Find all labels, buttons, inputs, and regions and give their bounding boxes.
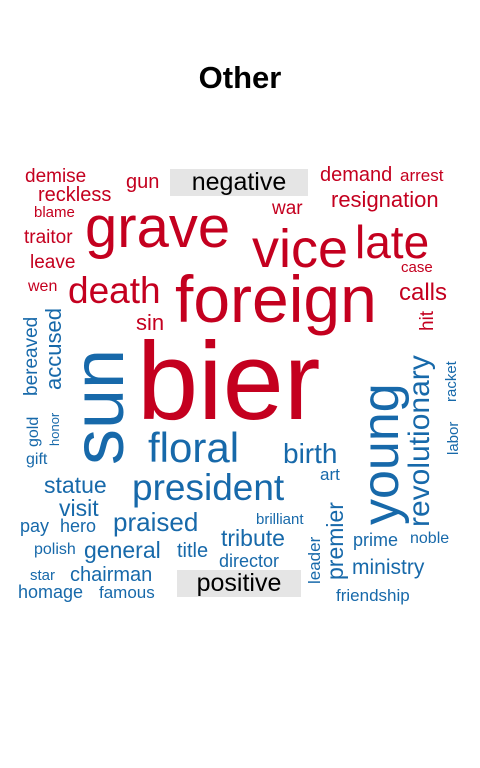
- word-friendship: friendship: [336, 586, 410, 605]
- word-young: young: [352, 383, 410, 525]
- word-praised: praised: [113, 507, 199, 537]
- word-polish: polish: [34, 541, 76, 558]
- word-death: death: [68, 270, 161, 311]
- word-tribute: tribute: [221, 525, 285, 551]
- word-art: art: [320, 465, 340, 484]
- word-visit: visit: [59, 495, 99, 521]
- word-leader: leader: [305, 536, 324, 584]
- word-bereaved: bereaved: [21, 316, 42, 396]
- chart-title: Other: [198, 60, 282, 95]
- word-noble: noble: [410, 530, 450, 547]
- word-resignation: resignation: [331, 187, 439, 212]
- word-president: president: [132, 467, 285, 508]
- word-grave: grave: [85, 195, 231, 260]
- word-floral: floral: [148, 424, 240, 471]
- word-demand: demand: [320, 164, 393, 186]
- word-foreign: foreign: [175, 262, 377, 336]
- word-gun: gun: [126, 171, 160, 193]
- word-chairman: chairman: [70, 564, 153, 586]
- word-ministry: ministry: [352, 556, 425, 579]
- word-wen: wen: [28, 278, 58, 295]
- word-late: late: [355, 216, 430, 268]
- word-famous: famous: [99, 583, 155, 602]
- negative-group-label: negative: [170, 169, 308, 196]
- word-leave: leave: [30, 252, 76, 273]
- word-brilliant: brilliant: [256, 511, 304, 528]
- word-reckless: reckless: [38, 184, 112, 206]
- word-revolutionary: revolutionary: [403, 355, 436, 527]
- word-calls: calls: [399, 279, 448, 306]
- word-gold: gold: [25, 416, 42, 447]
- word-war: war: [272, 198, 303, 219]
- word-hit: hit: [417, 310, 438, 331]
- word-blame: blame: [34, 204, 75, 221]
- word-labor: labor: [445, 421, 462, 455]
- positive-group-label: positive: [177, 570, 301, 597]
- word-gift: gift: [26, 451, 48, 468]
- word-director: director: [219, 551, 280, 571]
- word-homage: homage: [18, 582, 84, 602]
- word-vice: vice: [252, 219, 349, 279]
- word-pay: pay: [20, 516, 50, 536]
- word-hero: hero: [60, 516, 97, 536]
- word-premier: premier: [322, 502, 348, 580]
- word-traitor: traitor: [24, 227, 73, 248]
- word-arrest: arrest: [400, 166, 444, 185]
- word-racket: racket: [443, 361, 460, 402]
- word-prime: prime: [353, 530, 399, 550]
- word-case: case: [401, 259, 433, 276]
- word-bier: bier: [137, 320, 321, 443]
- word-sun: sun: [59, 348, 139, 465]
- word-general: general: [84, 537, 161, 563]
- word-honor: honor: [47, 412, 62, 446]
- word-birth: birth: [283, 438, 338, 469]
- word-demise: demise: [25, 166, 87, 187]
- word-title: title: [177, 540, 209, 562]
- word-star: star: [30, 567, 56, 584]
- word-statue: statue: [44, 472, 107, 498]
- word-sin: sin: [136, 310, 165, 335]
